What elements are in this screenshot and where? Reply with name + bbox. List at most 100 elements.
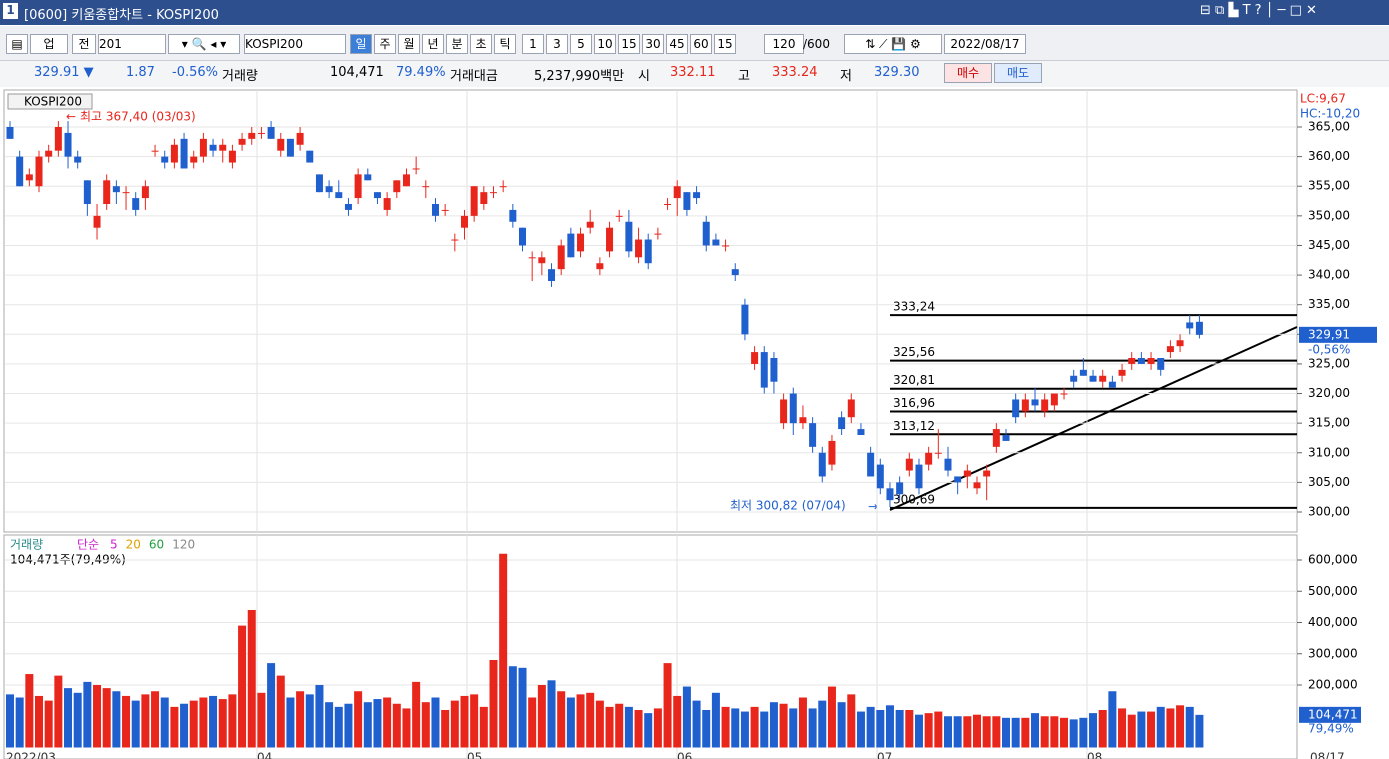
volume-bar [15,697,24,748]
volume-bar [1079,717,1088,748]
search-buttons[interactable]: ▾ 🔍 ◂ ▾ [168,34,240,54]
volume-bar [818,700,827,748]
candle-body [248,132,256,139]
hc: HC:-10,20 [1300,107,1360,121]
candle-body [635,239,643,258]
volume-bar [218,699,227,748]
y-tick-label: 345,00 [1308,238,1350,252]
candle-body [383,198,391,210]
volume-name: 거래량 [10,538,43,552]
y-tick-label: 360,00 [1308,149,1350,163]
candle-body [209,144,217,151]
candle-body [451,239,459,241]
volume-bar [102,688,111,748]
candle-body [693,192,701,199]
window-controls[interactable]: ⊟ ⧉ ▙ T ? │ ─ □ ✕ [1200,3,1317,18]
candle-body [112,186,120,193]
volume-bar [963,716,972,748]
count-input[interactable]: 120 [764,34,804,54]
volume-label: 거래량 [222,69,258,84]
volume-bar [508,666,517,748]
candle-body [1157,358,1165,370]
candle-body [973,482,981,489]
candle-body [1031,399,1039,406]
candle-body [132,198,140,210]
volume-bar [151,691,160,748]
candle-body [470,186,478,216]
volume-bar [924,713,933,748]
minute-button[interactable]: 15 [618,34,640,54]
period-button[interactable]: 분 [446,34,468,54]
sell-button[interactable]: 매도 [994,63,1042,83]
minute-button[interactable]: 15 [714,34,736,54]
candle-body [1089,375,1097,382]
candle-body [567,233,575,258]
amount-label: 거래대금 [450,69,498,84]
minute-button[interactable]: 3 [546,34,568,54]
volume-bar [325,702,334,748]
volume-bar [1011,717,1020,748]
candle-body [731,269,739,276]
candle-body [499,186,507,188]
volume-bar [305,694,314,748]
low-note: 최저 300,82 (07/04) [730,499,846,513]
period-button[interactable]: 년 [422,34,444,54]
candle-body [393,180,401,193]
price-panel [3,89,1298,533]
minute-button[interactable]: 1 [522,34,544,54]
volume-bar [247,610,256,748]
candle-body [954,476,962,483]
minute-button[interactable]: 60 [690,34,712,54]
period-button[interactable]: 주 [374,34,396,54]
menu-button[interactable]: ▤ [6,34,28,54]
candle-body [780,399,788,424]
volume-bar [847,694,856,748]
volume-bar [624,706,633,748]
candle-body [722,245,730,247]
candle-body [838,417,846,430]
volume-bar [141,694,150,748]
prev-button[interactable]: 전 [72,34,96,54]
volume-bar [1002,717,1011,748]
volume-bar [1031,713,1040,748]
volume-bar [992,716,1001,748]
volume-bar [547,680,556,748]
buy-button[interactable]: 매수 [944,63,992,83]
candle-body [122,192,130,194]
market-select[interactable]: 업 [30,34,68,54]
y-tick-label: 325,00 [1308,356,1350,370]
period-button[interactable]: 초 [470,34,492,54]
candle-body [644,239,652,264]
candle-body [1128,358,1136,364]
minute-button[interactable]: 5 [570,34,592,54]
volume-bar [682,686,691,748]
tool-buttons[interactable]: ⇅ ⟋ 💾 ⚙ [844,34,942,54]
code-input[interactable]: 201 [98,34,166,54]
candle-body [1099,375,1107,382]
minute-button[interactable]: 45 [666,34,688,54]
candle-body [944,458,952,471]
level-label: 325,56 [893,345,935,359]
candle-body [267,127,275,139]
volume-bar [798,697,807,748]
volume-bar [44,700,53,748]
volume-bar [973,714,981,748]
date-input[interactable]: 2022/08/17 [944,34,1026,54]
minute-button[interactable]: 10 [594,34,616,54]
period-button[interactable]: 월 [398,34,420,54]
candle-body [596,263,604,270]
period-button[interactable]: 틱 [494,34,516,54]
volume-bar [499,553,508,748]
period-button[interactable]: 일 [350,34,372,54]
candle-body [867,452,875,477]
y-tick-label: 400,000 [1308,615,1358,629]
candle-body [1118,369,1126,376]
quote-bar: 329.91 ▼ 1.87 -0.56% 거래량 104,471 79.49% … [0,61,1389,87]
minute-button[interactable]: 30 [642,34,664,54]
y-tick-label: 500,000 [1308,584,1358,598]
candle-body [161,156,169,163]
last-volume: 104,471 [1308,707,1358,721]
volume-bar [779,703,788,748]
volume-bar [383,697,392,748]
price: 329.91 ▼ [34,65,94,80]
